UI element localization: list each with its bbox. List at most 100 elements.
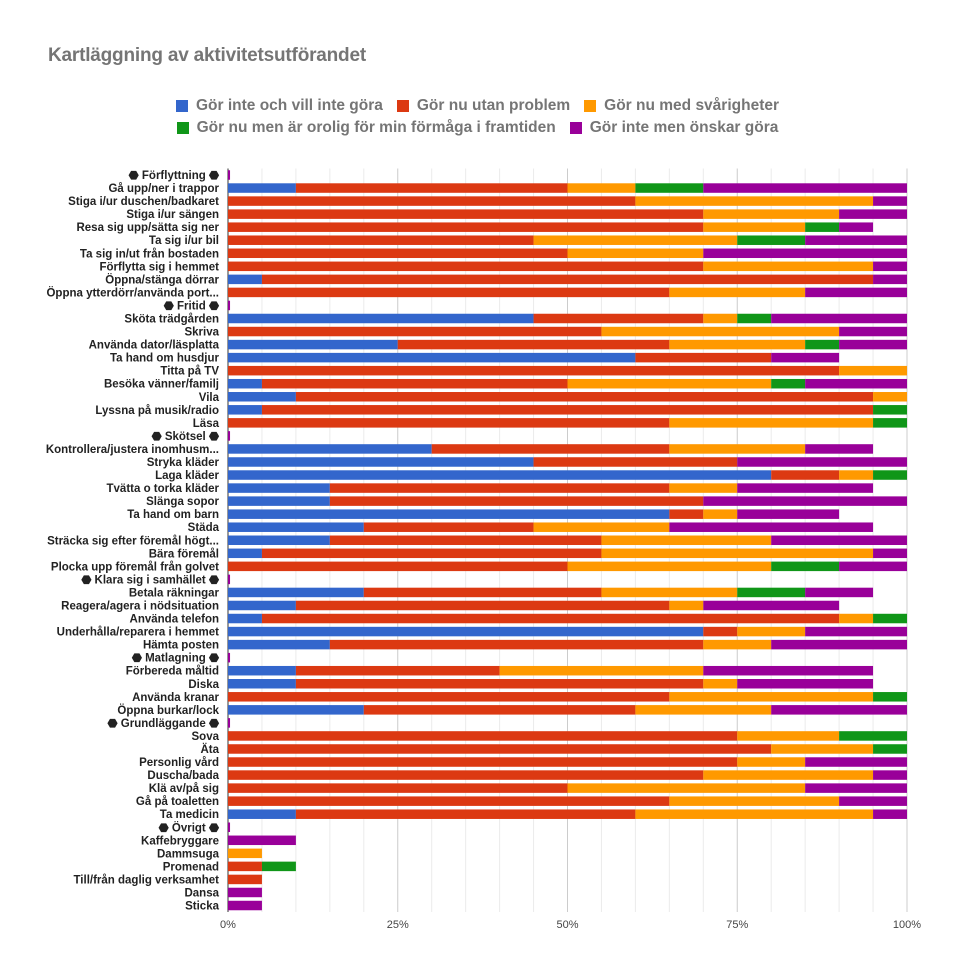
legend-label: Gör nu utan problem <box>416 97 571 114</box>
bar-segment <box>737 757 806 767</box>
category-label: Sticka <box>185 901 219 913</box>
category-label: Städa <box>188 522 220 534</box>
bar-segment <box>261 613 840 624</box>
bar-segment <box>669 483 738 493</box>
bar-segment <box>261 548 602 559</box>
bar-segment <box>228 874 262 885</box>
bar-segment <box>228 887 262 898</box>
bar-segment <box>839 731 907 741</box>
category-label: Kaffebryggare <box>141 835 219 847</box>
legend-swatch <box>569 122 582 134</box>
category-label: Bära föremål <box>149 548 219 560</box>
bar-segment <box>228 470 772 480</box>
bar-segment <box>228 339 398 350</box>
bar-segment <box>805 626 907 637</box>
bar-segment <box>295 392 874 402</box>
bar-segment <box>228 639 330 650</box>
bar-segment <box>228 731 738 741</box>
bar-segment <box>228 744 772 754</box>
bar-segment <box>228 183 296 193</box>
bar-segment <box>601 326 840 337</box>
category-label: Kontrollera/justera inomhusm... <box>46 444 219 456</box>
bar-segment <box>703 248 907 259</box>
bar-segment <box>499 665 704 676</box>
category-label: ⬣ Grundläggande ⬣ <box>107 718 220 730</box>
bar-segment <box>737 626 806 637</box>
bar-segment <box>261 274 874 285</box>
bar-segment <box>228 770 704 780</box>
category-label: Använda telefon <box>130 614 219 626</box>
bar-segment <box>567 183 636 193</box>
bar-segment <box>228 679 296 689</box>
category-label: Ta sig i/ur bil <box>149 235 219 247</box>
category-label: Dammsuga <box>157 848 220 860</box>
legend: Gör inte och vill inte göra Gör nu utan … <box>0 97 955 141</box>
bar-segment <box>228 613 262 624</box>
category-label: Skriva <box>184 327 219 339</box>
bar-segment <box>228 378 262 389</box>
category-label: ⬣ Klara sig i samhället ⬣ <box>80 574 220 586</box>
category-label: ⬣ Matlagning ⬣ <box>131 653 220 665</box>
bar-segment <box>228 496 330 506</box>
category-label: Till/från daglig verksamhet <box>73 874 219 886</box>
bar-segment <box>228 287 670 298</box>
bar-segment <box>771 352 840 363</box>
bar-segment <box>703 261 874 272</box>
bar-segment <box>228 535 330 546</box>
category-label: Äta <box>200 743 219 756</box>
bar-segment <box>737 679 874 689</box>
legend-item[interactable]: Gör nu men är orolig för min förmåga i f… <box>176 119 556 137</box>
bar-segment <box>737 587 806 598</box>
bar-segment <box>839 613 874 624</box>
legend-swatch <box>396 100 409 112</box>
bar-segment <box>737 235 806 245</box>
bar-segment <box>805 757 907 767</box>
bar-segment <box>703 770 874 780</box>
bar-segment <box>873 809 907 819</box>
bar-segment <box>363 587 602 598</box>
bar-segment <box>228 222 704 232</box>
legend-row: Gör inte och vill inte göra Gör nu utan … <box>0 97 955 115</box>
bar-segment <box>228 352 636 363</box>
category-label: Betala räkningar <box>129 587 220 599</box>
category-label: Använda dator/läsplatta <box>89 340 220 352</box>
bar-segment <box>228 561 568 572</box>
bar-segment <box>805 783 907 793</box>
bar-segment <box>228 170 231 180</box>
category-label: Lyssna på musik/radio <box>95 405 219 417</box>
bar-segment <box>228 757 738 767</box>
bar-segment <box>839 326 907 337</box>
x-tick-label: 75% <box>726 919 748 931</box>
bar-segment <box>533 522 670 532</box>
bar-segment <box>839 470 874 480</box>
bar-segment <box>228 665 296 676</box>
bar-segment <box>228 444 432 454</box>
category-label: Promenad <box>163 861 219 873</box>
category-label: Reagera/agera i nödsituation <box>61 600 219 612</box>
legend-item[interactable]: Gör inte och vill inte göra <box>175 97 383 115</box>
bar-segment <box>295 679 704 689</box>
bar-segment <box>567 783 806 793</box>
bar-segment <box>228 431 231 441</box>
category-label: Besöka vänner/familj <box>104 379 219 391</box>
legend-label: Gör nu men är orolig för min förmåga i f… <box>196 119 556 136</box>
legend-item[interactable]: Gör nu med svårigheter <box>584 97 779 115</box>
category-label: ⬣ Fritid ⬣ <box>163 300 220 312</box>
legend-item[interactable]: Gör inte men önskar göra <box>569 119 778 137</box>
x-tick-label: 50% <box>556 919 578 931</box>
category-label: Duscha/bada <box>147 770 219 782</box>
legend-item[interactable]: Gör nu utan problem <box>396 97 571 115</box>
bar-segment <box>329 535 602 546</box>
bar-segment <box>228 900 262 911</box>
category-label: Tvätta o torka kläder <box>107 483 220 495</box>
bar-segment <box>771 639 907 650</box>
bar-segment <box>228 509 670 519</box>
bar-segment <box>228 235 534 245</box>
category-label: Sköta trädgården <box>124 313 219 325</box>
category-label: Vila <box>199 392 220 404</box>
bar-segment <box>703 183 907 193</box>
bar-segment <box>703 209 840 219</box>
bar-segment <box>397 339 670 350</box>
bar-segment <box>533 313 704 324</box>
